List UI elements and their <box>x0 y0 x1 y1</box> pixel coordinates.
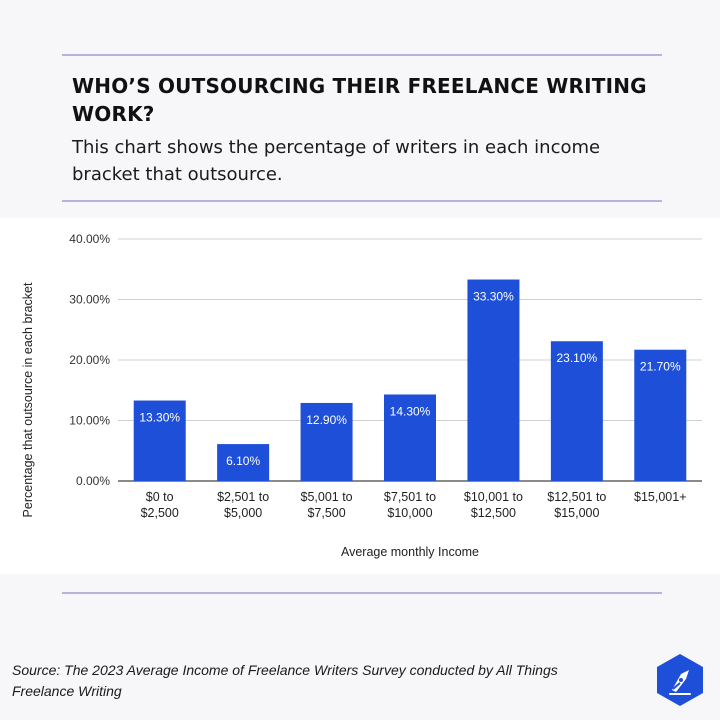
bottom-divider <box>62 592 662 594</box>
y-axis-title: Percentage that outsource in each bracke… <box>21 282 35 517</box>
chart-panel: 0.00% 10.00% 20.00% 30.00% 40.00% 13.30% $0 to… <box>0 218 720 574</box>
y-tick-label: 10.00% <box>69 414 110 428</box>
bar <box>550 341 603 481</box>
y-tick-label: 20.00% <box>69 353 110 367</box>
x-tick-label: $7,500 <box>307 506 345 520</box>
x-tick-label: $5,000 <box>224 506 262 520</box>
top-divider <box>62 54 662 56</box>
x-tick-label: $0 to <box>146 490 174 504</box>
bar <box>634 349 687 481</box>
bar <box>384 394 436 481</box>
bar <box>300 402 353 481</box>
bar-data-label: 6.10% <box>226 454 260 468</box>
bar-chart: 0.00% 10.00% 20.00% 30.00% 40.00% 13.30% $0 to… <box>21 232 702 559</box>
x-tick-label: $5,001 to <box>301 490 353 504</box>
x-tick-label: $12,501 to <box>547 490 606 504</box>
y-tick-label: 40.00% <box>69 232 110 246</box>
y-tick-label: 30.00% <box>69 293 110 307</box>
bar <box>133 400 186 481</box>
bar-data-label: 12.90% <box>306 413 347 427</box>
x-tick-label: $12,500 <box>471 506 516 520</box>
fountain-pen-nib-icon <box>657 654 703 706</box>
bar-data-label: 21.70% <box>640 360 681 374</box>
x-tick-label: $15,001+ <box>634 490 686 504</box>
bar-data-label: 13.30% <box>139 411 180 425</box>
bar <box>467 279 520 481</box>
bar-data-label: 23.10% <box>557 351 598 365</box>
x-tick-label: $2,500 <box>141 506 179 520</box>
x-tick-label: $7,501 to <box>384 490 436 504</box>
x-tick-label: $15,000 <box>554 506 599 520</box>
page-subtitle: This chart shows the percentage of write… <box>72 137 601 185</box>
bar <box>217 444 270 481</box>
x-tick-label: $2,501 to <box>217 490 269 504</box>
x-tick-label: $10,001 to <box>464 490 523 504</box>
source-note: Source: The 2023 Average Income of Freel… <box>12 662 558 699</box>
bar-data-label: 33.30% <box>473 290 514 304</box>
y-tick-label: 0.00% <box>76 474 110 488</box>
x-tick-label: $10,000 <box>387 506 432 520</box>
page-title: WHO’S OUTSOURCING THEIR FREELANCE WRITIN… <box>72 74 647 126</box>
bar-data-label: 14.30% <box>390 404 431 418</box>
middle-divider <box>62 200 662 202</box>
x-axis-title: Average monthly Income <box>341 545 479 559</box>
